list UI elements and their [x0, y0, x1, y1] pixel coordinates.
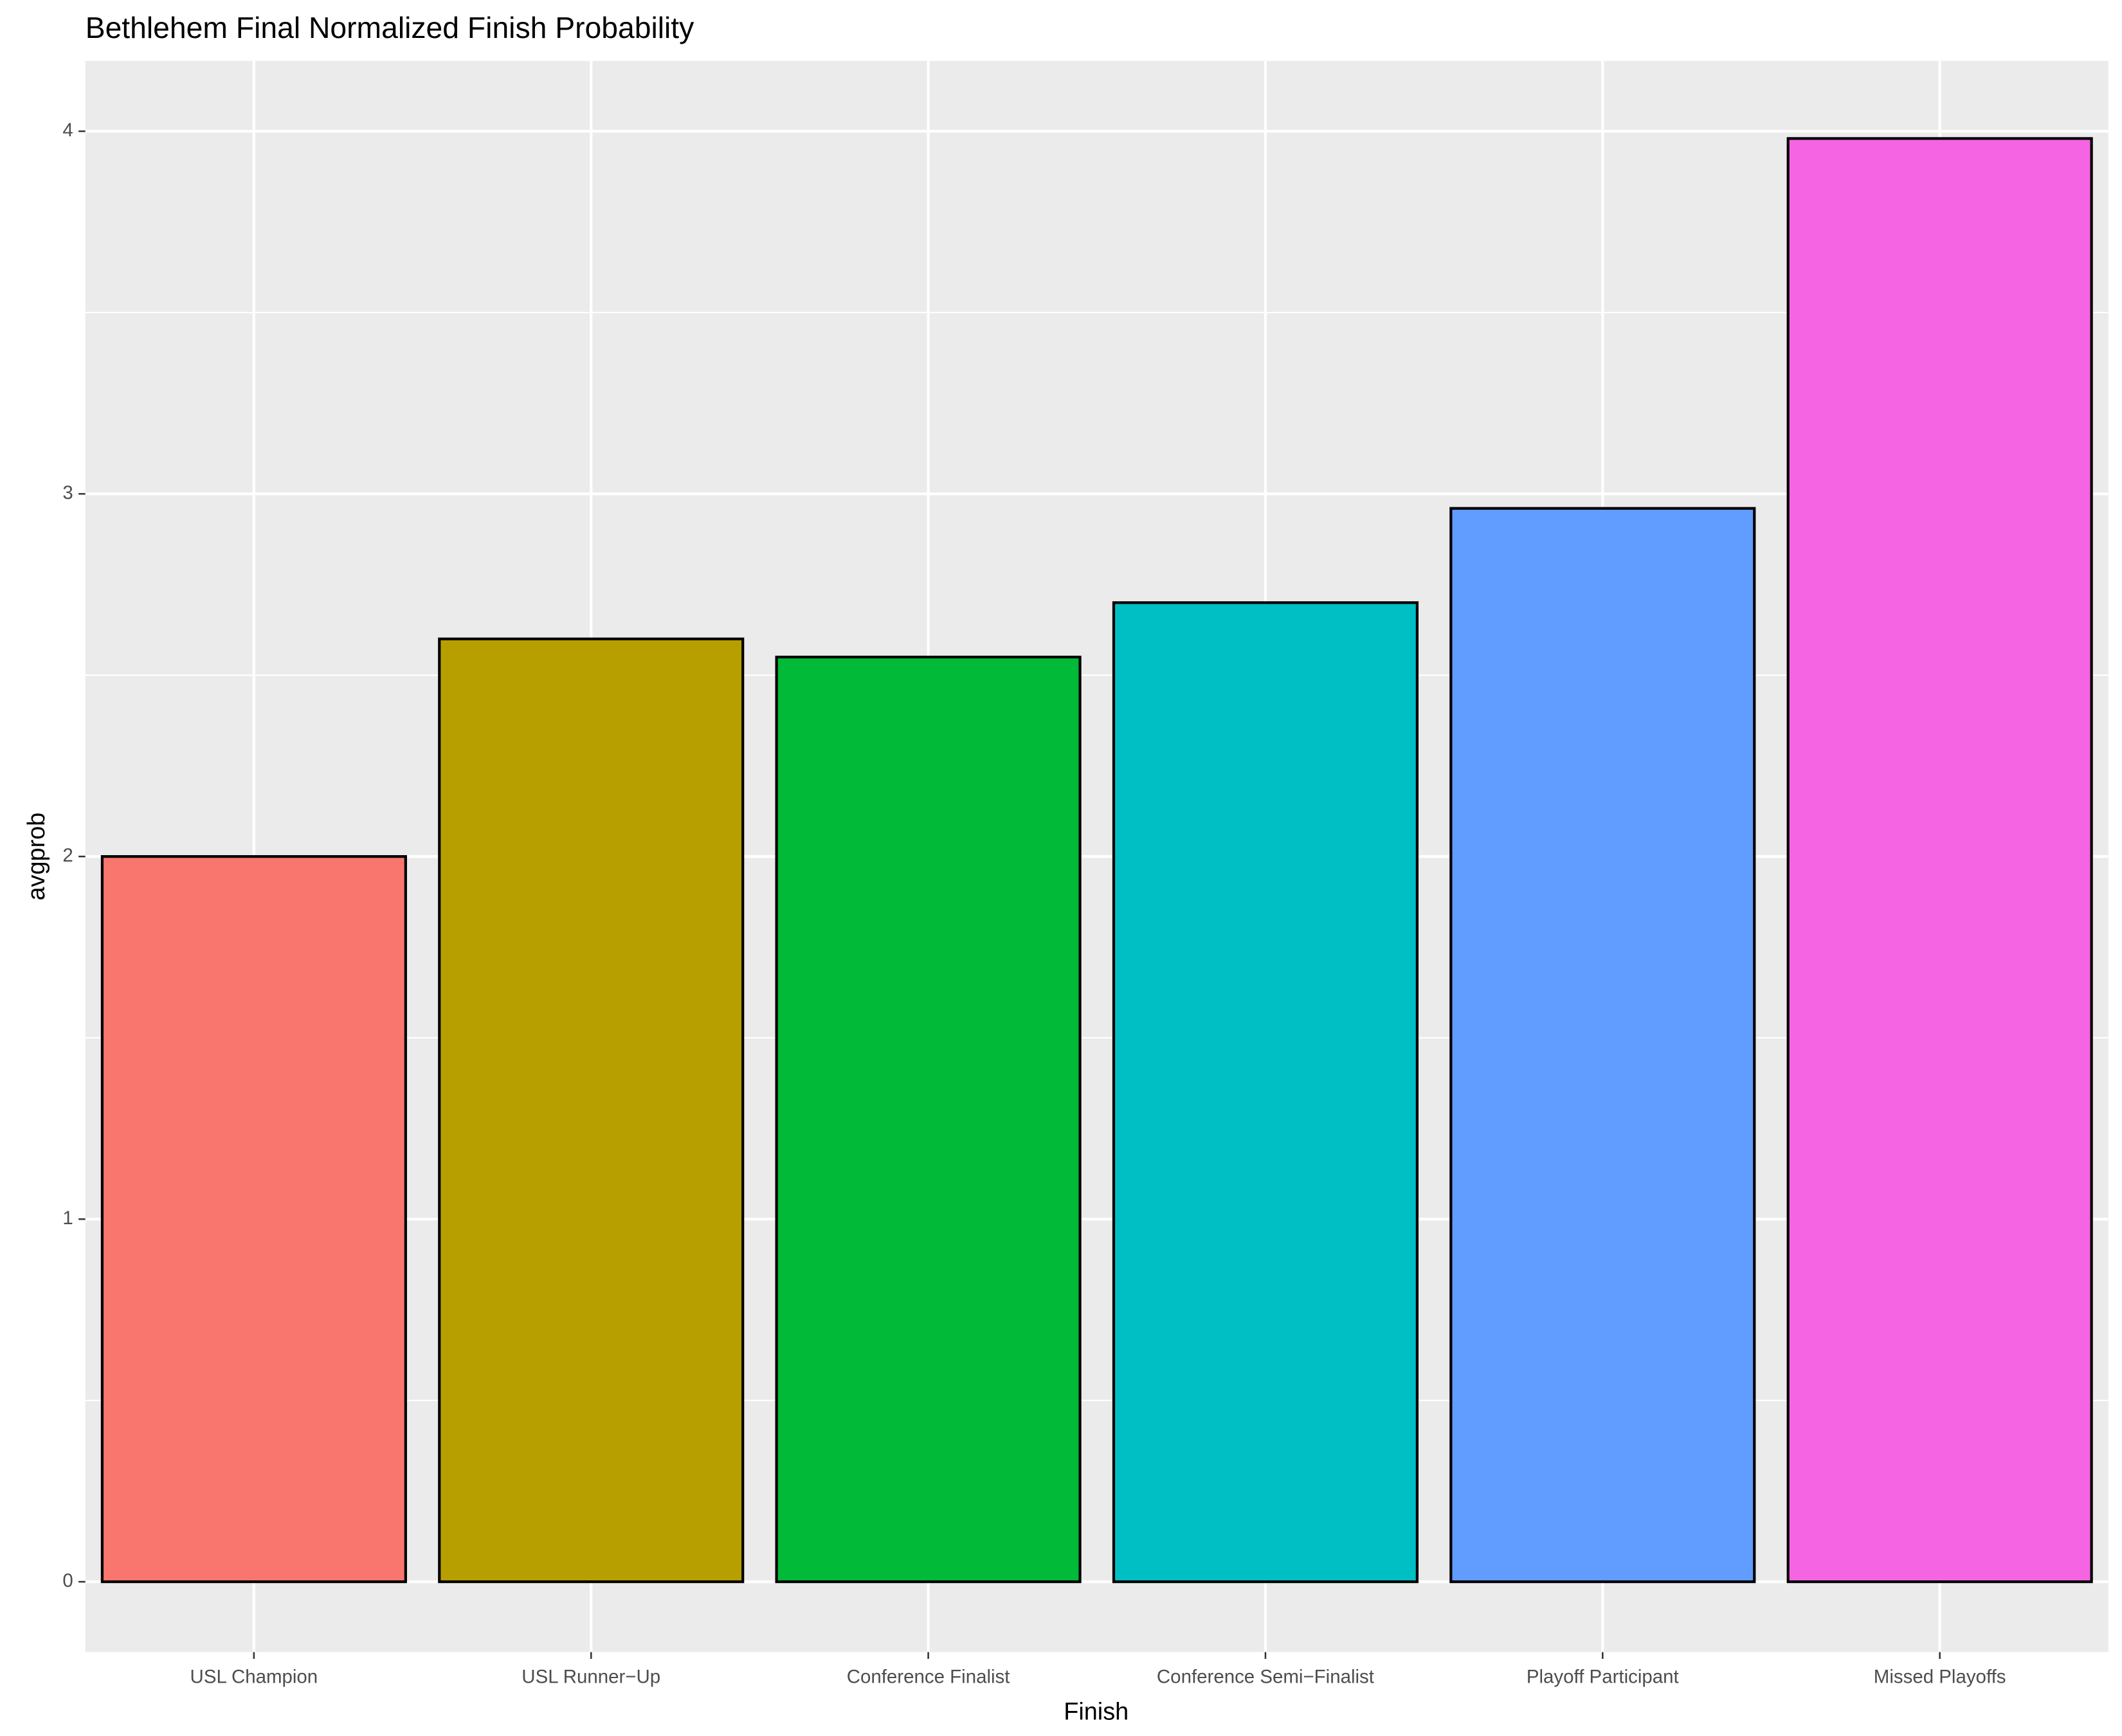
x-axis-title: Finish: [1064, 1699, 1129, 1726]
bar: [100, 855, 407, 1584]
x-tick-label: Conference Finalist: [847, 1666, 1010, 1687]
x-tick-label: Conference Semi−Finalist: [1157, 1666, 1374, 1687]
x-tick-label: USL Champion: [190, 1666, 318, 1687]
bars: [100, 137, 2093, 1584]
x-tick-label: USL Runner−Up: [521, 1666, 660, 1687]
y-tick-label: 4: [62, 120, 73, 141]
y-tick-label: 3: [62, 482, 73, 503]
bar: [438, 637, 745, 1584]
bar: [1112, 601, 1419, 1584]
y-tick-label: 0: [62, 1570, 73, 1591]
y-tick-label: 2: [62, 845, 73, 866]
bar: [1786, 137, 2093, 1584]
bar: [1449, 507, 1756, 1584]
x-tick-label: Playoff Participant: [1527, 1666, 1679, 1687]
chart-title: Bethlehem Final Normalized Finish Probab…: [86, 11, 694, 44]
x-tick-label: Missed Playoffs: [1874, 1666, 2006, 1687]
y-axis-title: avgprob: [23, 813, 50, 901]
bar: [775, 655, 1082, 1584]
y-tick-label: 1: [62, 1207, 73, 1229]
